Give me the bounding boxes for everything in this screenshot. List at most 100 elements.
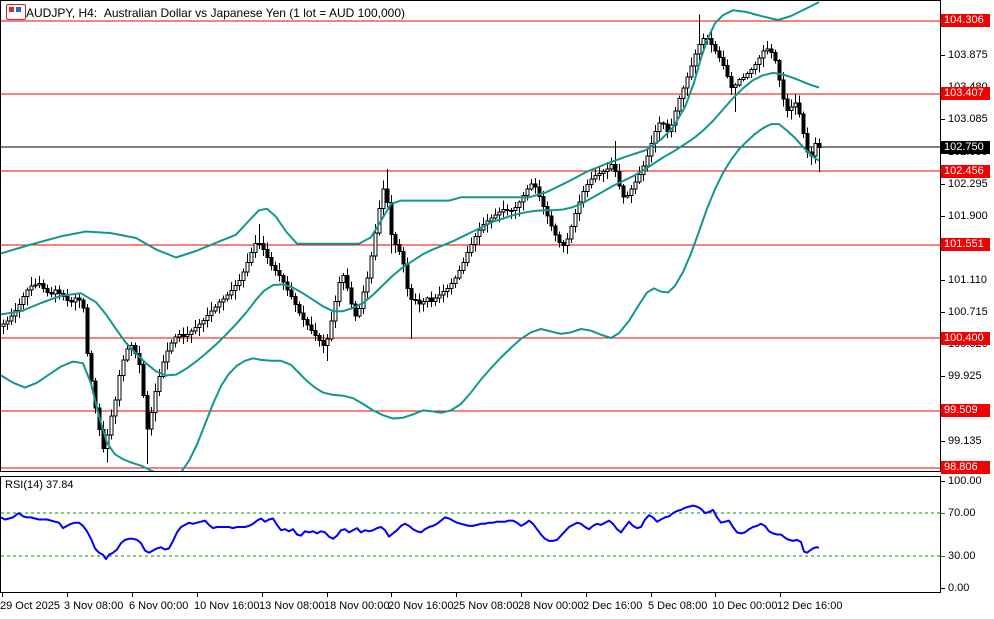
candle-body bbox=[385, 188, 390, 204]
candle-body bbox=[709, 37, 714, 45]
chart-window-icon bbox=[6, 4, 26, 20]
candle-body bbox=[85, 307, 90, 355]
candle-body bbox=[813, 143, 818, 157]
bollinger-upper-band bbox=[1, 1, 820, 259]
candle-body bbox=[221, 298, 226, 303]
candle-body bbox=[637, 174, 642, 183]
candle-body bbox=[445, 287, 450, 293]
candle-body bbox=[725, 65, 730, 77]
candle-body bbox=[817, 143, 822, 149]
candle-body bbox=[261, 242, 266, 250]
chart-title: AUDJPY, H4: Australian Dollar vs Japanes… bbox=[26, 6, 405, 20]
candle-body bbox=[577, 201, 582, 215]
candle-body bbox=[269, 256, 274, 267]
candle-body bbox=[677, 98, 682, 112]
candle-body bbox=[673, 110, 678, 126]
price-tick-mark bbox=[941, 280, 945, 281]
time-tick-mark bbox=[715, 593, 716, 597]
candle-body bbox=[153, 391, 158, 414]
price-tick-mark bbox=[941, 376, 945, 377]
candle-body bbox=[697, 43, 702, 55]
candle-body bbox=[437, 294, 442, 299]
candle-body bbox=[249, 252, 254, 263]
candle-body bbox=[373, 232, 378, 257]
candle-body bbox=[593, 174, 598, 180]
candle-body bbox=[621, 185, 626, 198]
candle-body bbox=[393, 234, 398, 245]
candle-body bbox=[693, 53, 698, 67]
time-axis[interactable]: 29 Oct 2025 3 Nov 08:00 6 Nov 00:00 10 Nov … bbox=[0, 593, 941, 619]
candle-body bbox=[633, 181, 638, 190]
time-tick-mark bbox=[327, 593, 328, 597]
candle-body bbox=[741, 76, 746, 81]
candle-body bbox=[81, 299, 86, 309]
candle-body bbox=[701, 37, 706, 45]
candle-body bbox=[65, 296, 70, 302]
candle-body bbox=[461, 261, 466, 271]
candle-body bbox=[773, 52, 778, 62]
time-tick-label: 25 Nov 08:00 bbox=[453, 600, 519, 612]
time-tick-label: 10 Dec 00:00 bbox=[712, 600, 778, 612]
candle-body bbox=[685, 76, 690, 89]
main-price-panel[interactable] bbox=[0, 0, 941, 472]
candle-body bbox=[425, 297, 430, 302]
candle-body bbox=[569, 226, 574, 240]
candle-body bbox=[117, 374, 122, 401]
price-tick-mark bbox=[941, 184, 945, 185]
candle-body bbox=[733, 84, 738, 88]
candle-body bbox=[173, 336, 178, 344]
rsi-tick-label: 100.00 bbox=[948, 475, 982, 487]
candle-body bbox=[789, 106, 794, 112]
rsi-tick-mark bbox=[941, 556, 945, 557]
candle-body bbox=[281, 274, 286, 283]
time-tick-mark bbox=[197, 593, 198, 597]
price-level-label: 103.407 bbox=[941, 87, 990, 100]
candle-body bbox=[473, 235, 478, 245]
candle-body bbox=[273, 265, 278, 271]
candle-body bbox=[537, 186, 542, 197]
time-tick-label: 20 Nov 16:00 bbox=[388, 600, 454, 612]
candle-body bbox=[613, 163, 618, 172]
candle-body bbox=[113, 399, 118, 417]
candle-body bbox=[549, 215, 554, 227]
price-chart-canvas bbox=[1, 1, 940, 471]
candle-body bbox=[745, 73, 750, 78]
candle-body bbox=[601, 171, 606, 174]
time-tick-label: 5 Dec 08:00 bbox=[648, 600, 708, 612]
candle-body bbox=[597, 172, 602, 176]
rsi-tick-mark bbox=[941, 588, 945, 589]
candle-body bbox=[241, 271, 246, 281]
time-tick-mark bbox=[67, 593, 68, 597]
time-tick-label: 28 Nov 00:00 bbox=[518, 600, 584, 612]
candle-body bbox=[645, 155, 650, 167]
candle-body bbox=[441, 291, 446, 296]
candles bbox=[1, 14, 822, 465]
candle-body bbox=[25, 289, 30, 298]
price-tick-label: 99.925 bbox=[948, 370, 982, 382]
candle-body bbox=[209, 310, 214, 316]
rsi-chart-canvas bbox=[1, 504, 940, 561]
time-tick-label: 10 Nov 16:00 bbox=[194, 600, 260, 612]
candle-body bbox=[629, 188, 634, 197]
price-axis[interactable]: 104.270103.875103.480103.085102.690102.2… bbox=[940, 0, 994, 594]
candle-body bbox=[785, 98, 790, 112]
candle-body bbox=[301, 312, 306, 320]
candle-body bbox=[757, 57, 762, 65]
price-level-label: 100.400 bbox=[941, 332, 990, 345]
candle-body bbox=[357, 307, 362, 317]
time-tick-mark bbox=[780, 593, 781, 597]
candle-body bbox=[325, 338, 330, 346]
candle-body bbox=[361, 291, 366, 309]
candle-body bbox=[185, 334, 190, 338]
candle-body bbox=[245, 261, 250, 273]
candle-body bbox=[49, 291, 54, 295]
time-tick-label: 29 Oct 2025 bbox=[0, 600, 60, 612]
rsi-indicator-panel[interactable] bbox=[0, 476, 941, 593]
candle-body bbox=[165, 350, 170, 363]
candle-body bbox=[553, 225, 558, 236]
candle-body bbox=[749, 68, 754, 75]
candle-body bbox=[605, 168, 610, 173]
candle-body bbox=[573, 213, 578, 228]
candle-body bbox=[9, 315, 14, 322]
chart-icon-red-table bbox=[9, 7, 14, 15]
